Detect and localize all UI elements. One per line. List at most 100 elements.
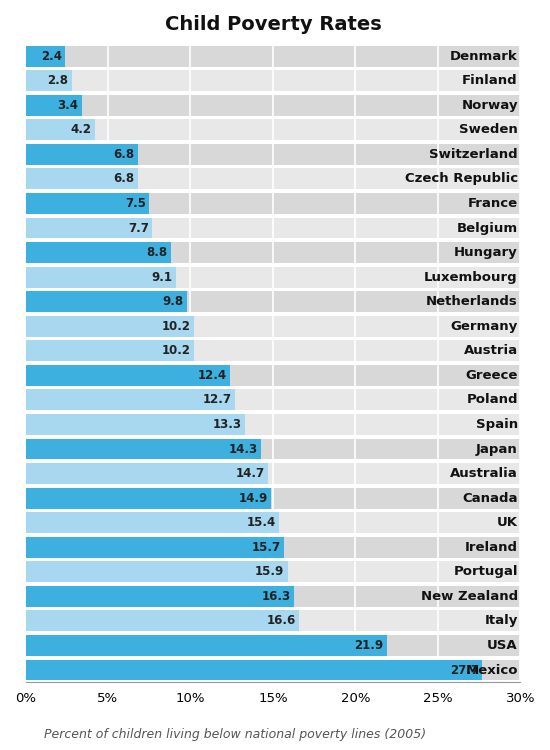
Text: 13.3: 13.3 xyxy=(212,418,241,431)
Bar xyxy=(25,46,520,67)
Bar xyxy=(25,169,138,189)
Text: 4.2: 4.2 xyxy=(70,123,91,136)
Text: Belgium: Belgium xyxy=(456,221,518,235)
Bar xyxy=(25,291,520,312)
Text: 16.3: 16.3 xyxy=(262,590,291,603)
Bar xyxy=(25,439,261,460)
Bar xyxy=(25,586,520,607)
Bar xyxy=(25,635,520,656)
Bar xyxy=(25,464,520,484)
Text: 2.8: 2.8 xyxy=(47,74,68,87)
Bar xyxy=(25,659,520,680)
Bar xyxy=(25,144,520,165)
Bar xyxy=(25,365,520,386)
Bar xyxy=(25,464,268,484)
Text: 21.9: 21.9 xyxy=(354,639,383,652)
Text: 10.2: 10.2 xyxy=(161,344,190,357)
Bar xyxy=(25,119,95,140)
Text: Australia: Australia xyxy=(450,467,518,480)
Text: New Zealand: New Zealand xyxy=(421,590,518,603)
Bar xyxy=(25,70,72,92)
Text: 6.8: 6.8 xyxy=(113,148,134,161)
Text: Luxembourg: Luxembourg xyxy=(424,271,518,284)
Text: Italy: Italy xyxy=(485,614,518,628)
Bar xyxy=(25,610,520,632)
Bar xyxy=(25,94,81,116)
Text: Mexico: Mexico xyxy=(465,664,518,676)
Text: 15.4: 15.4 xyxy=(247,516,276,530)
Bar xyxy=(25,635,387,656)
Text: Poland: Poland xyxy=(466,394,518,406)
Bar xyxy=(25,242,520,263)
Text: 15.7: 15.7 xyxy=(252,541,281,554)
Bar xyxy=(25,144,138,165)
Text: 14.7: 14.7 xyxy=(235,467,265,480)
Bar xyxy=(25,169,520,189)
Text: Switzerland: Switzerland xyxy=(429,148,518,161)
Bar xyxy=(25,610,299,632)
Bar xyxy=(25,414,245,435)
Text: Denmark: Denmark xyxy=(450,50,518,63)
Bar xyxy=(25,316,194,337)
Bar xyxy=(25,119,520,140)
Bar xyxy=(25,340,194,362)
Text: Norway: Norway xyxy=(461,99,518,112)
Text: 12.7: 12.7 xyxy=(202,394,232,406)
Bar xyxy=(25,94,520,116)
Text: 10.2: 10.2 xyxy=(161,320,190,333)
Text: Netherlands: Netherlands xyxy=(426,296,518,308)
Text: 16.6: 16.6 xyxy=(267,614,296,628)
Text: USA: USA xyxy=(487,639,518,652)
Bar xyxy=(25,586,294,607)
Bar xyxy=(25,193,149,214)
Text: Percent of children living below national poverty lines (2005): Percent of children living below nationa… xyxy=(44,728,426,741)
Title: Child Poverty Rates: Child Poverty Rates xyxy=(164,15,381,34)
Bar xyxy=(25,365,230,386)
Text: Ireland: Ireland xyxy=(465,541,518,554)
Text: 27.7: 27.7 xyxy=(450,664,479,676)
Bar xyxy=(25,193,520,214)
Text: Canada: Canada xyxy=(463,492,518,505)
Text: 14.9: 14.9 xyxy=(239,492,268,505)
Text: Greece: Greece xyxy=(465,369,518,382)
Bar xyxy=(25,414,520,435)
Bar xyxy=(25,488,271,508)
Text: Austria: Austria xyxy=(464,344,518,357)
Text: Japan: Japan xyxy=(476,442,518,455)
Bar xyxy=(25,70,520,92)
Bar xyxy=(25,46,65,67)
Bar xyxy=(25,512,279,533)
Bar xyxy=(25,316,520,337)
Text: 6.8: 6.8 xyxy=(113,172,134,185)
Bar xyxy=(25,267,520,287)
Text: UK: UK xyxy=(497,516,518,530)
Bar xyxy=(25,340,520,362)
Text: 15.9: 15.9 xyxy=(255,566,284,578)
Bar xyxy=(25,561,520,582)
Text: 8.8: 8.8 xyxy=(146,246,167,259)
Text: Czech Republic: Czech Republic xyxy=(405,172,518,185)
Text: Portugal: Portugal xyxy=(453,566,518,578)
Text: 14.3: 14.3 xyxy=(229,442,258,455)
Text: Hungary: Hungary xyxy=(454,246,518,259)
Text: Germany: Germany xyxy=(450,320,518,333)
Bar xyxy=(25,488,520,508)
Text: 3.4: 3.4 xyxy=(57,99,78,112)
Bar xyxy=(25,512,520,533)
Text: Finland: Finland xyxy=(462,74,518,87)
Text: 7.5: 7.5 xyxy=(125,197,146,210)
Bar xyxy=(25,291,187,312)
Text: 2.4: 2.4 xyxy=(41,50,62,63)
Text: France: France xyxy=(468,197,518,210)
Bar xyxy=(25,389,235,410)
Bar xyxy=(25,537,284,558)
Text: 9.1: 9.1 xyxy=(151,271,172,284)
Bar xyxy=(25,439,520,460)
Text: Sweden: Sweden xyxy=(459,123,518,136)
Text: 9.8: 9.8 xyxy=(163,296,184,308)
Bar xyxy=(25,537,520,558)
Bar xyxy=(25,242,171,263)
Text: Spain: Spain xyxy=(476,418,518,431)
Bar xyxy=(25,389,520,410)
Bar xyxy=(25,659,482,680)
